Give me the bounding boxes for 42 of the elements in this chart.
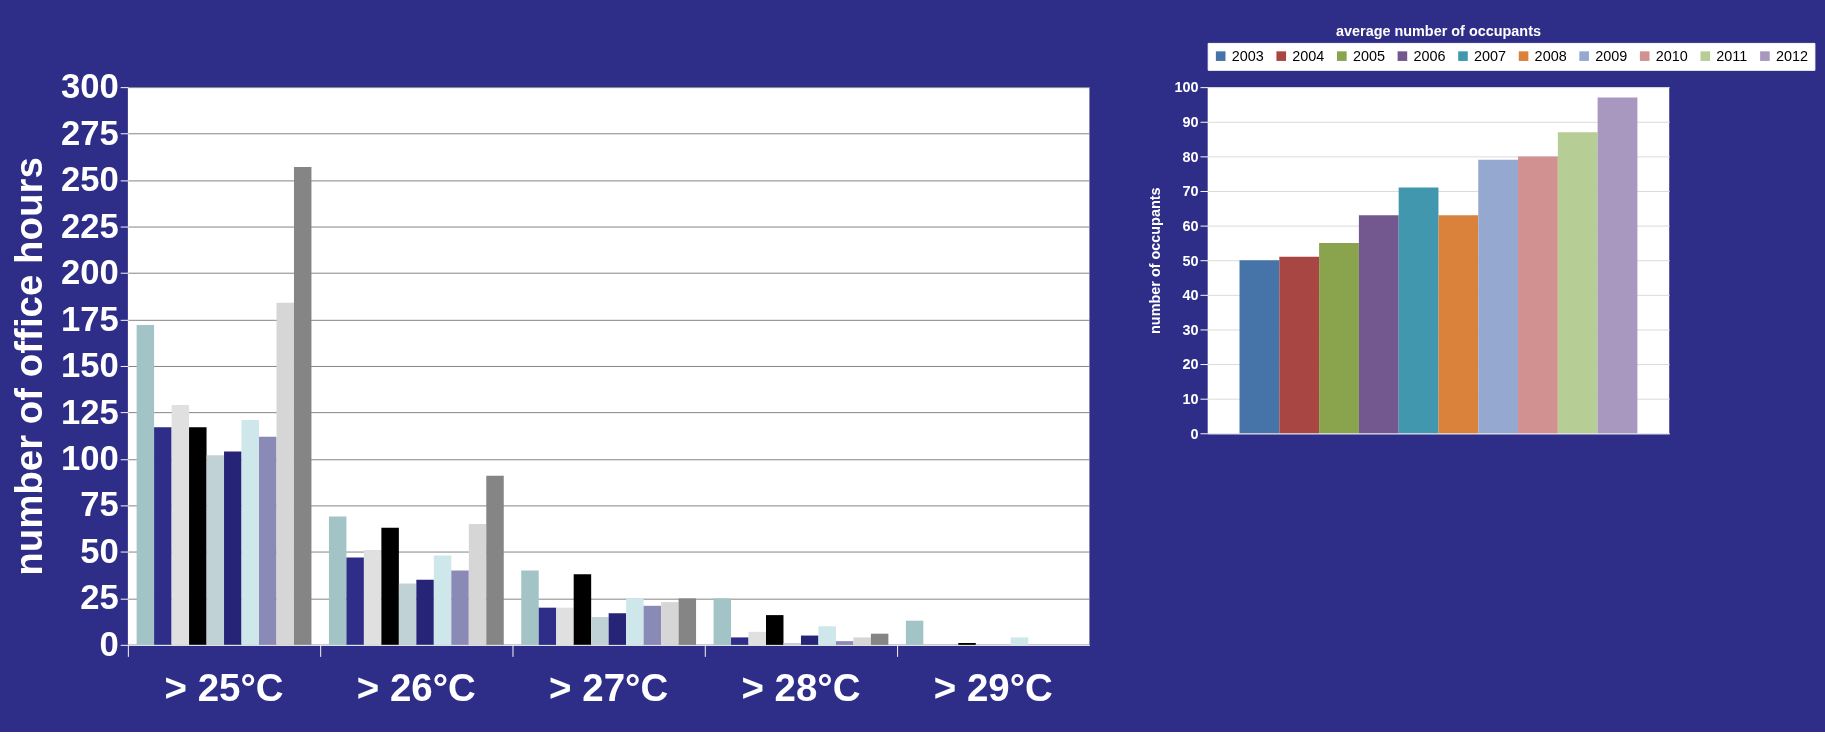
y-tick-label: 300 (61, 67, 119, 106)
legend-label: 2011 (1716, 47, 1748, 64)
y-tick-label: 225 (61, 206, 119, 245)
y-tick-label: 10 (1182, 390, 1199, 407)
legend-label: 2009 (1595, 47, 1628, 64)
x-tick-label: > 26°C (356, 666, 476, 710)
y-tick-label: 20 (1182, 356, 1199, 373)
legend-label: 2003 (1231, 47, 1264, 64)
y-tick-label: 125 (61, 392, 119, 431)
y-tick-label: 275 (61, 113, 119, 152)
y-tick-label: 100 (61, 439, 119, 478)
legend-label: 2012 (1775, 47, 1809, 64)
y-tick-label: 0 (1190, 425, 1199, 442)
legend-label: 2004 (1292, 47, 1325, 64)
y-tick-label: 200 (61, 253, 119, 292)
chart-title: average number of occupants (1335, 22, 1541, 39)
y-tick-label: 90 (1182, 114, 1199, 131)
y-tick-label: 50 (1182, 252, 1199, 269)
legend-label: 2007 (1474, 47, 1507, 64)
x-tick-label: > 28°C (741, 666, 861, 710)
x-tick-label: > 29°C (933, 666, 1053, 710)
x-tick-label: > 25°C (164, 666, 284, 710)
legend-label: 2005 (1352, 47, 1385, 64)
y-tick-label: 250 (61, 160, 119, 199)
y-axis-title: number of office hours (6, 157, 50, 576)
y-tick-label: 50 (80, 531, 119, 570)
y-tick-label: 150 (61, 346, 119, 385)
legend-label: 2008 (1534, 47, 1567, 64)
y-tick-label: 60 (1182, 217, 1199, 234)
y-tick-label: 40 (1182, 287, 1199, 304)
legend-label: 2010 (1655, 47, 1688, 64)
y-tick-label: 75 (80, 485, 119, 524)
y-tick-label: 25 (80, 578, 119, 617)
legend-label: 2006 (1413, 47, 1446, 64)
y-tick-label: 80 (1182, 148, 1199, 165)
x-tick-label: > 27°C (549, 666, 669, 710)
y-tick-label: 30 (1182, 321, 1199, 338)
y-axis-title: number of occupants (1147, 187, 1164, 334)
y-tick-label: 70 (1182, 183, 1199, 200)
y-tick-label: 175 (61, 299, 119, 338)
y-tick-label: 0 (99, 624, 119, 663)
y-tick-label: 100 (1174, 79, 1199, 96)
